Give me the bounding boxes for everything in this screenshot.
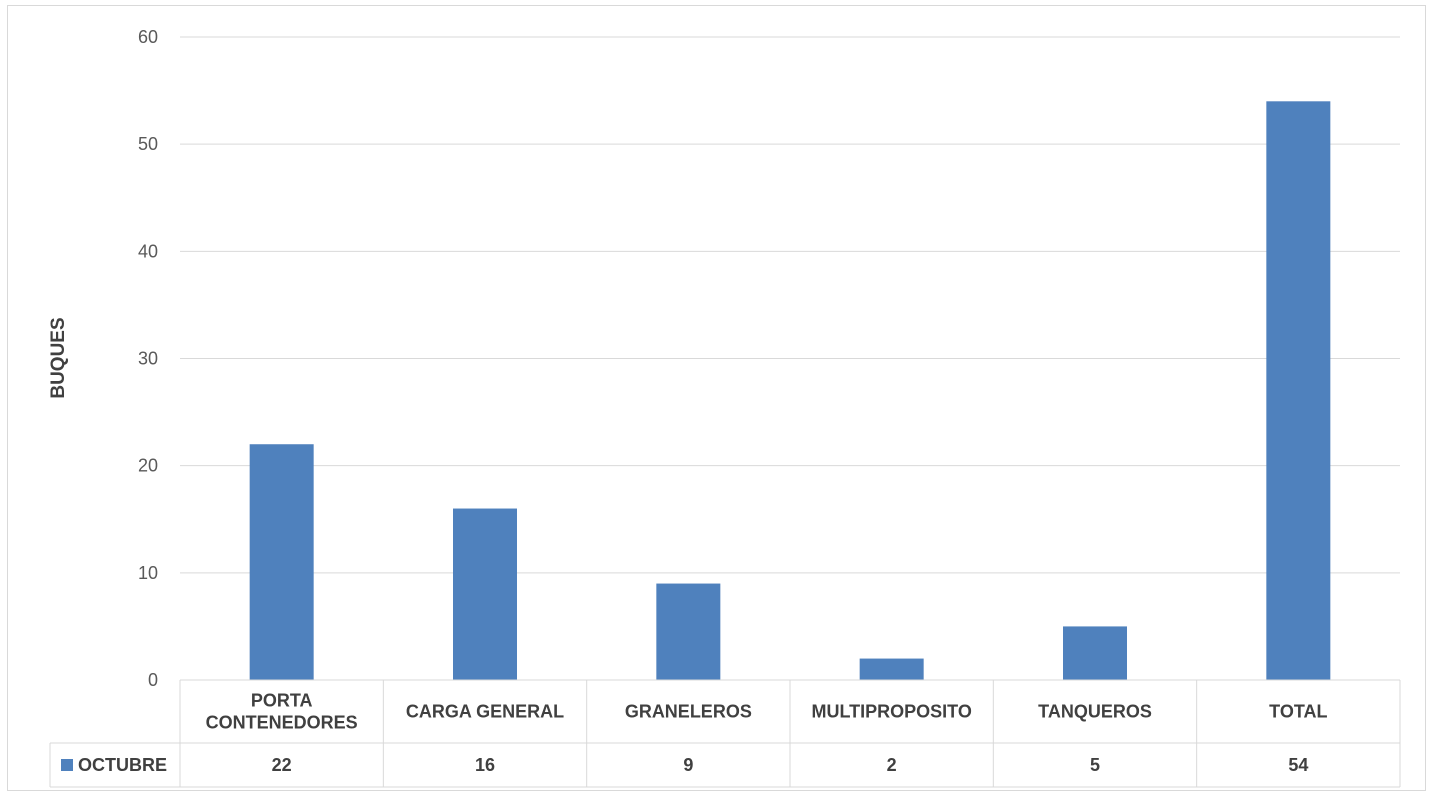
gridlines [180, 36, 1400, 681]
y-tick-label: 30 [138, 349, 158, 369]
data-table-value: 16 [475, 755, 495, 775]
data-table-value: 2 [887, 755, 897, 775]
data-table-value: 9 [683, 755, 693, 775]
category-label: GRANELEROS [625, 702, 752, 722]
legend-label: OCTUBRE [78, 755, 167, 775]
data-table-value: 5 [1090, 755, 1100, 775]
bar [656, 583, 721, 680]
category-label: CONTENEDORES [206, 713, 358, 733]
bar [1063, 626, 1127, 680]
category-label: MULTIPROPOSITO [811, 702, 971, 722]
chart-border [7, 5, 1426, 791]
bar [859, 658, 924, 680]
bars [249, 101, 1331, 681]
category-label: PORTA [251, 691, 313, 711]
bar [453, 508, 517, 680]
category-label: TOTAL [1269, 702, 1327, 722]
y-axis-label: BUQUES [48, 317, 69, 398]
y-tick-label: 10 [138, 563, 158, 583]
legend-key [61, 759, 73, 771]
y-axis-ticks: 0 10 20 30 40 50 60 [138, 27, 158, 690]
y-tick-label: 60 [138, 27, 158, 47]
y-tick-label: 50 [138, 134, 158, 154]
bar [249, 444, 314, 680]
y-tick-label: 40 [138, 241, 158, 261]
data-table-value: 54 [1288, 755, 1308, 775]
y-tick-label: 0 [148, 670, 158, 690]
category-label: TANQUEROS [1038, 702, 1152, 722]
category-label: CARGA GENERAL [406, 702, 564, 722]
bar [1266, 101, 1331, 681]
y-tick-label: 20 [138, 456, 158, 476]
data-table-value: 22 [272, 755, 292, 775]
